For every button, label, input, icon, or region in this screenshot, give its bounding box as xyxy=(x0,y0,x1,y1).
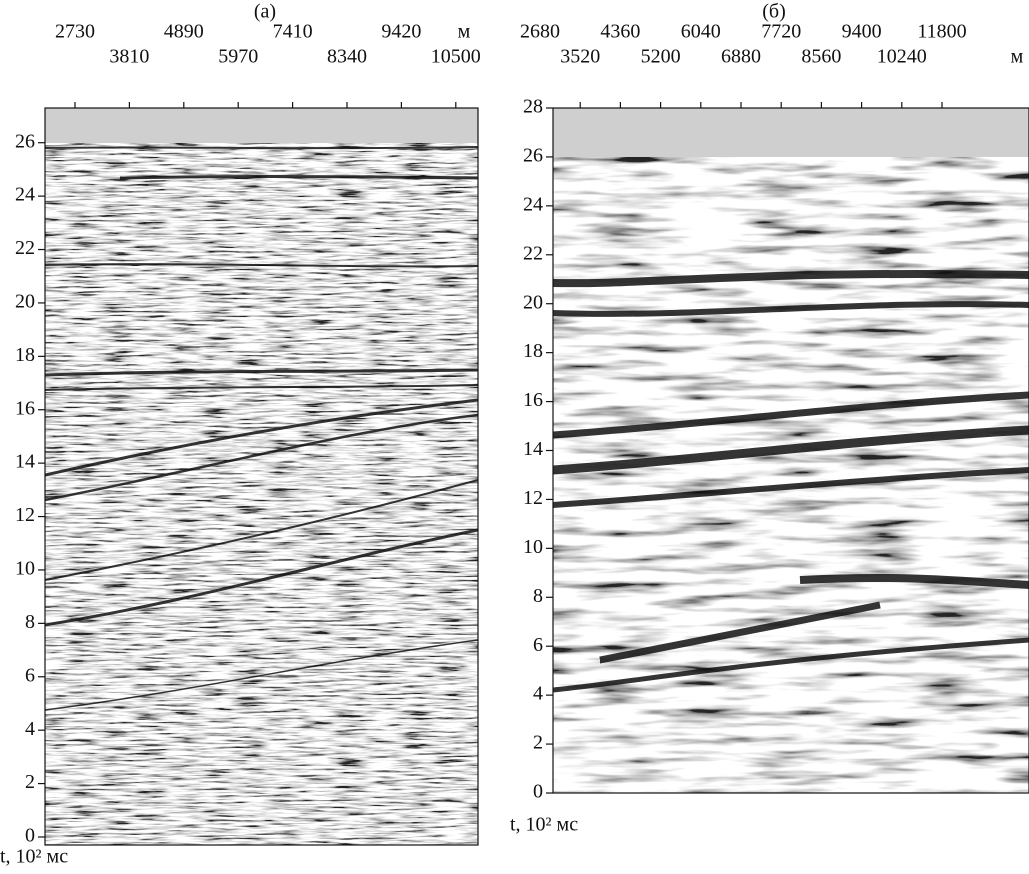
x-tick-label: 8560 xyxy=(801,46,841,68)
reflector xyxy=(45,528,478,627)
y-tick-label: 28 xyxy=(523,96,543,118)
reflector xyxy=(45,639,478,711)
y-tick-label: 18 xyxy=(523,340,543,362)
x-tick-label: 6880 xyxy=(721,46,761,68)
mute-zone xyxy=(553,108,1029,157)
reflector xyxy=(45,146,478,150)
y-tick-label: 10 xyxy=(523,536,543,558)
x-tick-label: 2680 xyxy=(520,21,560,43)
y-tick-label: 20 xyxy=(523,291,543,313)
mute-zone xyxy=(45,108,478,143)
reflector xyxy=(45,479,478,581)
seismic-texture xyxy=(45,108,478,845)
y-tick-label: 0 xyxy=(25,825,35,847)
y-tick-label: 24 xyxy=(15,184,35,206)
y-tick-label: 0 xyxy=(533,781,543,803)
x-tick-label: 6040 xyxy=(681,21,721,43)
y-tick-label: 26 xyxy=(15,130,35,152)
seismic-panel: (а)273038104890597074108340942010500м024… xyxy=(0,1,481,868)
reflector xyxy=(553,425,1029,475)
y-tick-label: 22 xyxy=(523,242,543,264)
frame xyxy=(44,107,479,846)
reflector xyxy=(45,398,478,477)
panel-title: (б) xyxy=(762,1,786,23)
x-unit: м xyxy=(1011,46,1024,68)
x-unit: м xyxy=(458,21,471,43)
y-tick-label: 8 xyxy=(25,611,35,633)
reflector xyxy=(45,263,478,268)
y-tick-label: 16 xyxy=(523,389,543,411)
x-tick-label: 9400 xyxy=(842,21,882,43)
x-tick-label: 8340 xyxy=(327,46,367,68)
reflector xyxy=(119,175,478,180)
reflector xyxy=(799,573,1029,589)
x-tick-label: 7410 xyxy=(273,21,313,43)
y-tick-label: 24 xyxy=(523,193,543,215)
y-tick-label: 8 xyxy=(533,585,543,607)
y-tick-label: 6 xyxy=(533,634,543,656)
x-tick-label: 11800 xyxy=(917,21,966,43)
reflector xyxy=(553,301,1029,317)
y-axis-label: t, 10² мс xyxy=(0,846,68,868)
reflector xyxy=(45,368,478,377)
y-tick-label: 14 xyxy=(15,451,35,473)
reflector xyxy=(45,384,478,391)
reflector xyxy=(45,413,478,502)
x-tick-label: 4890 xyxy=(164,21,204,43)
y-tick-label: 4 xyxy=(25,718,35,740)
y-tick-label: 10 xyxy=(15,558,35,580)
x-tick-label: 9420 xyxy=(381,21,421,43)
x-tick-label: 10500 xyxy=(431,46,481,68)
y-tick-label: 16 xyxy=(15,397,35,419)
y-tick-label: 4 xyxy=(533,683,543,705)
y-tick-label: 22 xyxy=(15,237,35,259)
x-tick-label: 5200 xyxy=(641,46,681,68)
x-tick-label: 3810 xyxy=(109,46,149,68)
x-tick-label: 10240 xyxy=(877,46,927,68)
seismic-panel: (б)2680352043605200604068807720856094001… xyxy=(510,1,1029,836)
y-tick-label: 14 xyxy=(523,438,543,460)
x-tick-label: 7720 xyxy=(761,21,801,43)
reflector xyxy=(553,269,1029,288)
reflector xyxy=(553,467,1029,508)
x-tick-label: 5970 xyxy=(218,46,258,68)
reflector xyxy=(599,601,881,664)
y-tick-label: 12 xyxy=(15,504,35,526)
y-tick-label: 6 xyxy=(25,664,35,686)
x-tick-label: 4360 xyxy=(600,21,640,43)
reflector xyxy=(553,391,1029,439)
y-tick-label: 2 xyxy=(25,771,35,793)
reflector xyxy=(553,637,1029,693)
y-tick-label: 2 xyxy=(533,732,543,754)
y-tick-label: 20 xyxy=(15,291,35,313)
seismic-image xyxy=(553,108,1029,793)
x-tick-label: 3520 xyxy=(560,46,600,68)
x-tick-label: 2730 xyxy=(55,21,95,43)
y-tick-label: 12 xyxy=(523,487,543,509)
y-axis-label: t, 10² мс xyxy=(510,814,578,836)
y-tick-label: 26 xyxy=(523,145,543,167)
panel-title: (а) xyxy=(254,1,276,23)
seismic-image xyxy=(45,108,478,845)
y-tick-label: 18 xyxy=(15,344,35,366)
